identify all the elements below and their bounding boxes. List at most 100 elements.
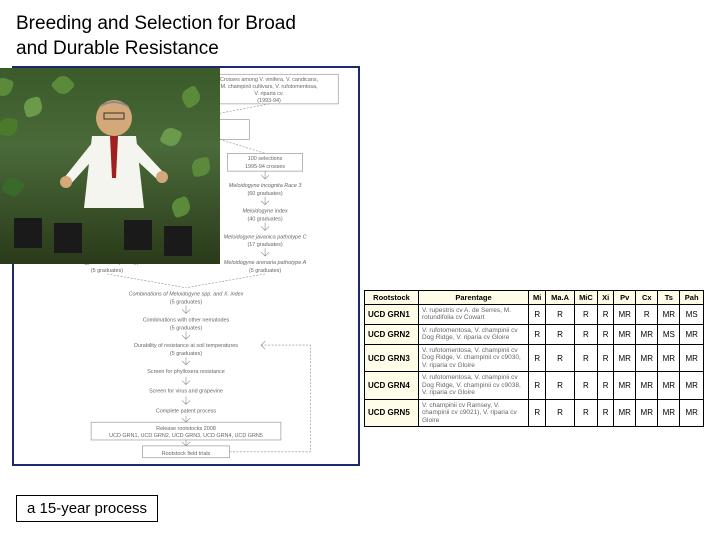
svg-text:(5 graduates): (5 graduates) [91,268,123,274]
col-pah: Pah [680,291,704,305]
col-ma-a: Ma.A [546,291,574,305]
svg-text:(1993-94): (1993-94) [257,98,281,104]
svg-text:Crosses among V. vinifera, V.: Crosses among V. vinifera, V. candicans, [220,77,319,83]
svg-text:Rootstock field trials: Rootstock field trials [162,451,211,457]
rootstock-cell: UCD GRN4 [365,372,419,399]
svg-text:(5 graduates): (5 graduates) [249,268,281,274]
svg-text:Release rootstocks 2008: Release rootstocks 2008 [156,426,216,432]
svg-text:(40 graduates): (40 graduates) [247,217,282,223]
col-xi: Xi [598,291,614,305]
table: RootstockParentageMiMa.AMiCXiPvCxTsPah U… [364,290,704,427]
value-cell: MR [636,344,658,371]
resistance-table: RootstockParentageMiMa.AMiCXiPvCxTsPah U… [364,290,704,427]
svg-text:1995-94 crosses: 1995-94 crosses [245,164,285,170]
researcher-figure [0,68,220,264]
value-cell: MR [658,344,680,371]
value-cell: MR [636,372,658,399]
value-cell: MR [658,372,680,399]
value-cell: R [598,305,614,325]
value-cell: R [529,399,546,426]
value-cell: R [546,399,574,426]
value-cell: MS [680,305,704,325]
svg-text:Durability of resistance at so: Durability of resistance at soil tempera… [134,343,238,349]
parentage-cell: V. rupestris cv A. de Serres, M. rotundi… [419,305,529,325]
svg-text:(5 graduates): (5 graduates) [170,300,202,306]
svg-text:UCD GRN1, UCD GRN2, UCD GRN3,: UCD GRN1, UCD GRN2, UCD GRN3, UCD GRN4, … [109,433,263,439]
title-line1: Breeding and Selection for Broad [16,12,296,37]
value-cell: MR [680,399,704,426]
rootstock-cell: UCD GRN3 [365,344,419,371]
rootstock-cell: UCD GRN1 [365,305,419,325]
value-cell: R [529,372,546,399]
svg-text:(5 graduates): (5 graduates) [170,325,202,331]
value-cell: MR [680,344,704,371]
merge-cascade: Combinations of Meloidogyne spp. and X. … [129,292,244,415]
svg-text:100 selections: 100 selections [248,156,283,162]
svg-text:Screen for virus and grapevine: Screen for virus and grapevine [149,389,223,395]
svg-text:Meloidogyne javanica pathotype: Meloidogyne javanica pathotype C [224,234,307,240]
col-parentage: Parentage [419,291,529,305]
col-ts: Ts [658,291,680,305]
value-cell: MR [614,324,636,344]
value-cell: R [574,372,598,399]
title-line2: and Durable Resistance [16,37,296,62]
table-header-row: RootstockParentageMiMa.AMiCXiPvCxTsPah [365,291,704,305]
svg-text:Combinations of Meloidogyne sp: Combinations of Meloidogyne spp. and X. … [129,292,244,298]
value-cell: MR [658,305,680,325]
value-cell: R [546,344,574,371]
svg-text:(5 graduates): (5 graduates) [170,351,202,357]
value-cell: MR [636,324,658,344]
table-row: UCD GRN1V. rupestris cv A. de Serres, M.… [365,305,704,325]
col-mic: MiC [574,291,598,305]
table-row: UCD GRN3V. rufotomentosa, V. champinii c… [365,344,704,371]
svg-text:Screen for phylloxera resistan: Screen for phylloxera resistance [147,369,224,375]
rootstock-cell: UCD GRN2 [365,324,419,344]
parentage-cell: V. rufotomentosa, V. champinii cv Dog Ri… [419,324,529,344]
parentage-cell: V. rufotomentosa, V. champinii cv Dog Ri… [419,344,529,371]
value-cell: R [546,305,574,325]
value-cell: R [598,399,614,426]
svg-text:Meloidogyne incognita Race 3: Meloidogyne incognita Race 3 [229,183,302,189]
svg-text:(60 graduates): (60 graduates) [247,191,282,197]
table-row: UCD GRN4V. rufotomentosa, V. champinii c… [365,372,704,399]
svg-text:Meloidogyne arenaria pathotype: Meloidogyne arenaria pathotype A [224,260,307,266]
value-cell: R [598,372,614,399]
value-cell: MR [680,372,704,399]
table-row: UCD GRN2V. rufotomentosa, V. champinii c… [365,324,704,344]
svg-text:V. riparia cv.: V. riparia cv. [254,91,284,97]
svg-text:M. champinii cultivars, V. ruf: M. champinii cultivars, V. rufotomentosa… [220,84,318,90]
value-cell: R [529,344,546,371]
value-cell: R [574,324,598,344]
col-cx: Cx [636,291,658,305]
col-mi: Mi [529,291,546,305]
value-cell: MR [680,324,704,344]
rootstock-cell: UCD GRN5 [365,399,419,426]
value-cell: R [598,324,614,344]
value-cell: R [574,344,598,371]
value-cell: MR [614,372,636,399]
greenhouse-photo [0,68,220,264]
value-cell: R [546,372,574,399]
value-cell: R [598,344,614,371]
svg-text:(17 graduates): (17 graduates) [247,242,282,248]
right-cascade: Meloidogyne incognita Race 3 (60 graduat… [224,171,307,274]
parentage-cell: V. rufotomentosa, V. champinii cv Dog Ri… [419,372,529,399]
svg-text:Combinations with other nemato: Combinations with other nematodes [143,317,230,323]
svg-text:Meloidogyne index: Meloidogyne index [242,209,288,215]
value-cell: MR [614,399,636,426]
col-rootstock: Rootstock [365,291,419,305]
table-row: UCD GRN5V. champinii cv Ramsey, V. champ… [365,399,704,426]
value-cell: MR [636,399,658,426]
slide-title: Breeding and Selection for Broad and Dur… [16,12,296,61]
caption: a 15-year process [16,495,158,522]
svg-text:Complete patent process: Complete patent process [156,408,217,414]
value-cell: R [529,324,546,344]
col-pv: Pv [614,291,636,305]
value-cell: R [529,305,546,325]
value-cell: R [574,305,598,325]
value-cell: R [546,324,574,344]
parentage-cell: V. champinii cv Ramsey, V. champinii cv … [419,399,529,426]
value-cell: R [636,305,658,325]
value-cell: MR [658,399,680,426]
value-cell: MS [658,324,680,344]
